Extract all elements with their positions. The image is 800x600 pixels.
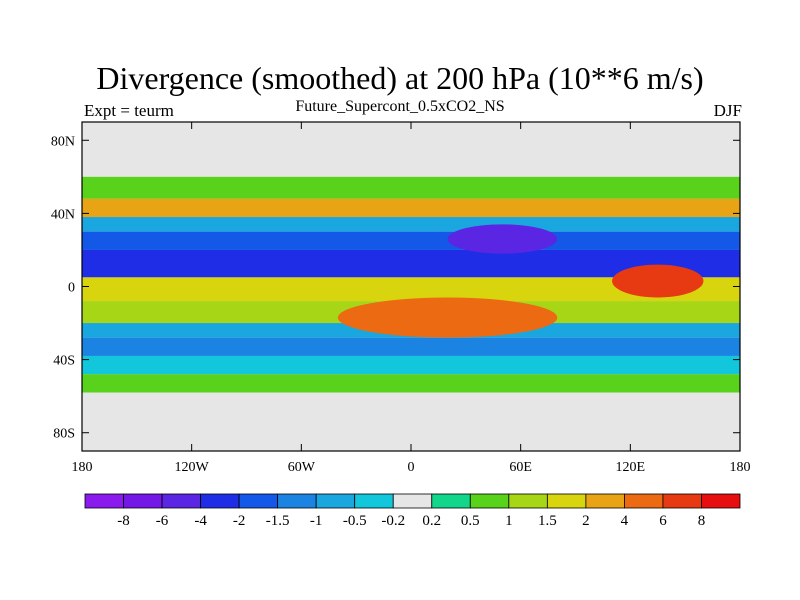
zonal-band-10 — [82, 355, 740, 375]
colorbar-label: -0.5 — [343, 513, 367, 529]
colorbar-swatch — [277, 493, 317, 509]
colorbar-swatch — [662, 493, 702, 509]
colorbar-label: -1.5 — [266, 513, 290, 529]
colorbar-swatch — [624, 493, 664, 509]
divergence-anomaly-0 — [612, 264, 704, 298]
zonal-band-9 — [82, 337, 740, 356]
colorbar-swatch — [546, 493, 587, 509]
zonal-band-1 — [82, 176, 740, 199]
x-tick-label: 120W — [175, 460, 210, 475]
colorbar-swatch — [392, 493, 433, 509]
colorbar-label: -6 — [156, 513, 169, 529]
colorbar-label: 1.5 — [538, 513, 557, 529]
x-tick-label: 120E — [616, 460, 646, 475]
colorbar-label: 2 — [582, 513, 590, 529]
colorbar-label: 6 — [659, 513, 667, 529]
y-tick-label: 0 — [68, 281, 75, 296]
colorbar-label: 0.5 — [461, 513, 480, 529]
colorbar-swatch — [585, 493, 625, 509]
zonal-band-2 — [82, 198, 740, 218]
y-tick-label: 40N — [51, 207, 75, 222]
colorbar-swatch — [701, 493, 741, 509]
colorbar-swatch — [469, 493, 510, 509]
colorbar-label: 0.2 — [422, 513, 441, 529]
colorbar-label: 8 — [698, 513, 706, 529]
colorbar-swatch — [123, 493, 163, 509]
experiment-label: Expt = teurm — [84, 101, 174, 120]
zonal-band-0 — [82, 122, 740, 177]
colorbar-label: -2 — [233, 513, 246, 529]
zonal-band-12 — [82, 392, 740, 451]
zonal-band-11 — [82, 374, 740, 393]
zonal-band-4 — [82, 231, 740, 250]
chart-subtitle: Future_Supercont_0.5xCO2_NS — [295, 98, 505, 115]
colorbar-label: -0.2 — [381, 513, 405, 529]
colorbar-swatch — [354, 493, 394, 509]
y-tick-label: 40S — [53, 354, 75, 369]
divergence-anomaly-2 — [447, 224, 558, 254]
zonal-band-3 — [82, 217, 740, 232]
x-tick-label: 60W — [288, 460, 316, 475]
divergence-anomaly-1 — [337, 297, 558, 338]
colorbar-swatch — [315, 493, 356, 509]
chart-title: Divergence (smoothed) at 200 hPa (10**6 … — [96, 60, 704, 96]
x-tick-label: 60E — [509, 460, 532, 475]
colorbar-label: -8 — [117, 513, 130, 529]
colorbar-swatch — [200, 493, 240, 509]
y-tick-label: 80S — [53, 427, 75, 442]
x-tick-label: 180 — [730, 460, 751, 475]
colorbar-swatch — [84, 493, 124, 509]
colorbar-label: 1 — [505, 513, 513, 529]
colorbar-label: -4 — [194, 513, 207, 529]
colorbar-label: -1 — [310, 513, 323, 529]
y-tick-label: 80N — [51, 134, 75, 149]
season-label: DJF — [713, 101, 742, 120]
zonal-band-6 — [82, 277, 740, 302]
colorbar-swatch — [238, 493, 279, 509]
x-tick-label: 0 — [408, 460, 415, 475]
x-tick-label: 180 — [72, 460, 93, 475]
colorbar-swatch — [508, 493, 548, 509]
colorbar-swatch — [431, 493, 471, 509]
colorbar-label: 4 — [621, 513, 629, 529]
colorbar-swatch — [161, 493, 201, 509]
